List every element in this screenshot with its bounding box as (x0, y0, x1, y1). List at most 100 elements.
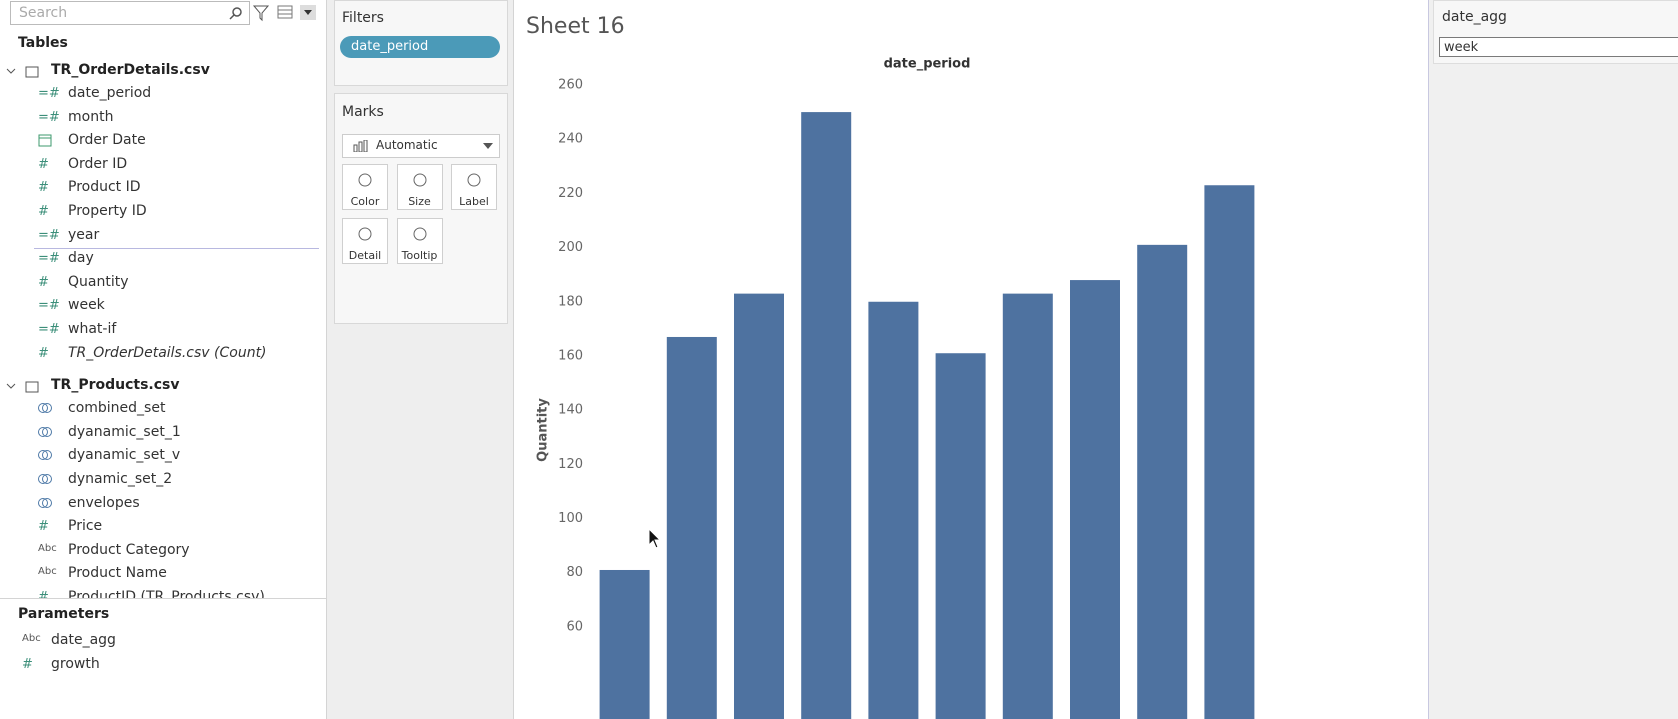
field-name[interactable]: dyanamic_set_v (68, 447, 181, 464)
search-placeholder: Search (19, 5, 68, 21)
sheet-title: Sheet 16 (526, 14, 625, 39)
field-icon: # (38, 180, 49, 196)
field-name[interactable]: Product ID (68, 179, 141, 196)
y-tick-label: 80 (566, 565, 583, 580)
y-tick-label: 200 (558, 240, 583, 255)
set-icon (42, 426, 52, 437)
field-name[interactable]: Product Name (68, 565, 167, 582)
field-name[interactable]: Product Category (68, 541, 190, 558)
parameter-control-pane: date_agg week (1429, 0, 1678, 719)
field-name[interactable]: envelopes (68, 494, 140, 511)
data-pane: Search Tables TR_OrderDetails.csv =# date_… (0, 0, 327, 719)
bar (1137, 244, 1188, 719)
set-icon (42, 497, 52, 508)
search-icon (229, 7, 242, 20)
bar (1070, 280, 1120, 719)
field-name[interactable]: date_period (68, 85, 152, 101)
field-icon (38, 474, 52, 484)
search-box[interactable]: Search (10, 1, 250, 25)
parameter-name[interactable]: growth (51, 655, 100, 672)
mark-button[interactable]: Label (451, 164, 497, 210)
icon-dot (467, 173, 481, 187)
field-name[interactable]: dyanamic_set_1 (68, 423, 181, 440)
set-icon (42, 450, 52, 461)
y-tick-label: 120 (558, 457, 583, 472)
table-icon (25, 381, 39, 393)
icon-dot (413, 173, 426, 187)
y-tick-label: 60 (566, 619, 583, 634)
mark-icon (358, 227, 372, 241)
icon-dot (413, 227, 426, 241)
drop-indicator (34, 248, 319, 249)
filters-card: Filters date_period (334, 0, 508, 86)
mark-icon (413, 227, 426, 241)
tables-heading: Tables (18, 35, 68, 51)
field-name[interactable]: year (68, 226, 100, 243)
field-name[interactable]: day (68, 250, 94, 267)
collapse-arrow (6, 383, 16, 389)
mark-icon (467, 173, 481, 187)
mark-type-dropdown[interactable]: Automatic (342, 134, 500, 158)
field-icon: # (22, 656, 33, 672)
field-name[interactable]: Quantity (68, 273, 129, 290)
mouse-cursor (648, 528, 662, 549)
mark-button[interactable]: Size (396, 164, 443, 210)
set-icon (38, 450, 48, 461)
field-icon: =# (38, 322, 60, 337)
bar (666, 336, 717, 719)
mark-icon (358, 173, 372, 187)
field-name[interactable]: combined_set (68, 400, 166, 417)
bar (1002, 293, 1053, 719)
table-icons (6, 66, 39, 78)
parameter-input[interactable]: week (1439, 37, 1678, 57)
y-axis-title: Quantity (536, 398, 551, 462)
y-tick-label: 180 (558, 294, 583, 309)
field-icon (38, 134, 52, 147)
field-icon: =# (38, 109, 60, 125)
field-name[interactable]: Property ID (68, 203, 147, 219)
mark-button[interactable]: Tooltip (396, 218, 443, 264)
parameters-pane: Parameters Abc date_agg # growth (0, 598, 326, 719)
y-tick-label: 260 (558, 78, 583, 93)
set-icon (42, 403, 52, 414)
mark-icon (413, 173, 426, 187)
field-name[interactable]: what-if (68, 321, 117, 337)
field-name[interactable]: Order Date (68, 132, 146, 149)
table-name[interactable]: TR_OrderDetails.csv (51, 62, 210, 78)
bar (599, 569, 650, 719)
field-name[interactable]: month (68, 108, 114, 125)
field-icon: Abc (22, 633, 41, 644)
field-icon: # (38, 519, 49, 535)
parameters-heading: Parameters (18, 606, 110, 622)
bar (935, 353, 986, 719)
field-icon: # (38, 590, 49, 605)
worksheet: Sheet 16 date_period Quantity 60 80 100 120… (514, 0, 1429, 719)
shelves: Filters date_period Marks Automatic Colo… (327, 0, 514, 719)
mark-button[interactable]: Detail (342, 218, 388, 264)
toolbar-icons[interactable] (252, 4, 318, 22)
field-icon: # (38, 156, 49, 172)
set-icon (38, 474, 48, 484)
table-name[interactable]: TR_Products.csv (51, 377, 180, 394)
field-name[interactable]: TR_OrderDetails.csv (Count) (68, 344, 267, 361)
icon-dot (358, 173, 372, 187)
field-name[interactable]: Price (68, 518, 103, 535)
field-name[interactable]: week (68, 297, 105, 314)
bar (1204, 185, 1255, 719)
mark-button[interactable]: Color (342, 164, 388, 210)
field-name[interactable]: Order ID (68, 155, 128, 172)
field-name[interactable]: dynamic_set_2 (68, 471, 173, 487)
filter-pill[interactable]: date_period (340, 36, 500, 58)
field-icon: =# (38, 298, 60, 314)
marks-heading: Marks (342, 104, 384, 120)
y-tick-label: 240 (558, 132, 583, 147)
field-icon: Abc (38, 542, 57, 554)
table-icons (6, 381, 39, 393)
bar-icon (353, 140, 368, 152)
bar (868, 301, 919, 719)
bar (734, 293, 784, 719)
field-icon: =# (38, 86, 60, 101)
parameter-name[interactable]: date_agg (51, 632, 116, 648)
field-icon (38, 497, 52, 508)
